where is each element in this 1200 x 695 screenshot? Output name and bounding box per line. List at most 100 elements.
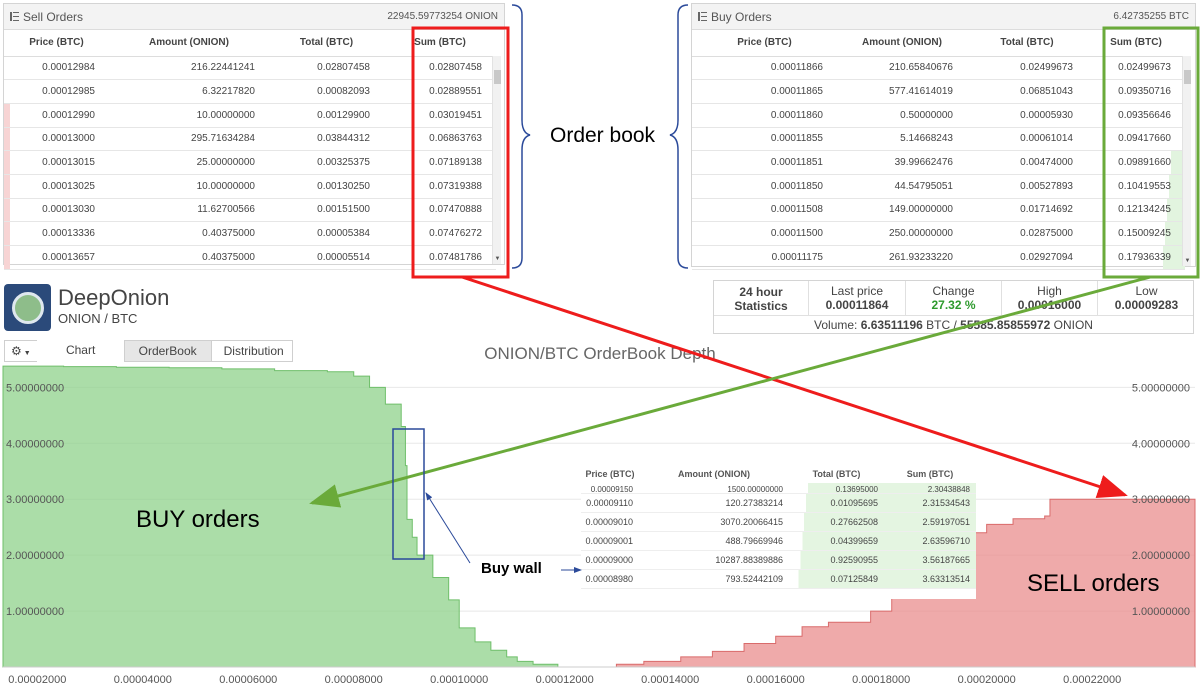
inset-row[interactable]: 0.00008980 793.52442109 0.07125849 3.633135… [581,569,976,589]
inset-row[interactable]: 0.00009000 10287.88389886 0.92590955 3.5618… [581,550,976,570]
chevron-down-icon: ▼ [21,350,31,357]
col-price: Price (BTC) [4,30,109,57]
volume-onion-unit: ONION [1053,318,1093,332]
scroll-down-icon[interactable]: ▼ [494,256,501,262]
amount-cell: 210.65840676 [837,56,967,81]
buy-orders-header: Buy Orders 6.42735255 BTC [692,4,1195,30]
total-cell: 0.00130250 [269,174,384,199]
sell-orders-label: SELL orders [1027,570,1160,597]
sell-order-row[interactable]: 0.00013015 25.00000000 0.00325375 0.0718913… [4,150,496,175]
sell-order-row[interactable]: 0.00013657 0.40375000 0.00005514 0.07481786 [4,245,496,270]
list-icon [10,12,19,21]
sum-cell: 0.07189138 [384,150,496,175]
x-tick-label: 0.00020000 [958,674,1016,686]
sell-order-row[interactable]: 0.00013030 11.62700566 0.00151500 0.0747088… [4,198,496,223]
inset-row[interactable]: 0.00009010 3070.20066415 0.27662508 2.59197… [581,512,976,532]
buy-order-row[interactable]: 0.00011866 210.65840676 0.02499673 0.024996… [692,56,1185,81]
total-cell: 0.04399659 [789,531,884,551]
y-tick-label-left: 3.00000000 [6,494,64,506]
sum-cell: 0.07481786 [384,245,496,270]
sell-order-row[interactable]: 0.00013000 295.71634284 0.03844312 0.068637… [4,127,496,152]
tab-distribution[interactable]: Distribution [210,340,293,362]
price-cell: 0.00011865 [692,79,837,104]
change-value: 27.32 % [931,298,976,312]
price-cell: 0.00009000 [581,550,639,570]
buy-order-row[interactable]: 0.00011508 149.00000000 0.01714692 0.121342… [692,198,1185,223]
x-tick-label: 0.00012000 [536,674,594,686]
price-cell: 0.00009001 [581,531,639,551]
stats-panel: 24 hour Statistics Last price 0.00011864… [713,280,1194,334]
price-cell: 0.00011855 [692,127,837,152]
bracket-right [669,4,689,269]
sell-order-row[interactable]: 0.00013336 0.40375000 0.00005384 0.07476272 [4,221,496,246]
buy-order-row[interactable]: 0.00011860 0.50000000 0.00005930 0.09356646 [692,103,1185,128]
x-tick-label: 0.00022000 [1063,674,1121,686]
buy-order-row[interactable]: 0.00011851 39.99662476 0.00474000 0.0989166… [692,150,1185,175]
buy-order-row[interactable]: 0.00011500 250.00000000 0.02875000 0.150092… [692,221,1185,246]
price-cell: 0.00013000 [4,127,109,152]
tab-orderbook[interactable]: OrderBook [123,340,212,362]
sell-order-row[interactable]: 0.00013025 10.00000000 0.00130250 0.0731938… [4,174,496,199]
buy-order-row[interactable]: 0.00011855 5.14668243 0.00061014 0.09417660 [692,127,1185,152]
y-tick-label-right: 2.00000000 [1132,550,1190,562]
buy-orders-table: Price (BTC) Amount (ONION) Total (BTC) S… [692,30,1185,270]
sum-cell: 0.02889551 [384,79,496,104]
price-cell: 0.00011851 [692,150,837,175]
amount-cell: 0.40375000 [109,245,269,270]
y-tick-label-right: 4.00000000 [1132,438,1190,450]
buy-order-row[interactable]: 0.00011865 577.41614019 0.06851043 0.093507… [692,79,1185,104]
y-tick-label-right: 5.00000000 [1132,382,1190,394]
x-tick-label: 0.00018000 [852,674,910,686]
volume-row: Volume: 6.63511196 BTC / 55585.85855972 … [714,315,1193,334]
sum-cell: 0.10419553 [1087,174,1185,199]
col-total: Total (BTC) [812,469,861,479]
buy-order-row[interactable]: 0.00011850 44.54795051 0.00527893 0.1041955… [692,174,1185,199]
sell-order-row[interactable]: 0.00012990 10.00000000 0.00129900 0.0301945… [4,103,496,128]
total-cell: 0.00005514 [269,245,384,270]
inset-row[interactable]: 0.00009150 1500.00000000 0.13695000 2.30438… [581,483,976,494]
amount-cell: 295.71634284 [109,127,269,152]
sum-cell: 0.02499673 [1087,56,1185,81]
scroll-down-icon[interactable]: ▼ [1184,258,1191,264]
buy-order-row[interactable]: 0.00011175 261.93233220 0.02927094 0.179363… [692,245,1185,270]
amount-cell: 25.00000000 [109,150,269,175]
y-tick-label-right: 3.00000000 [1132,494,1190,506]
price-cell: 0.00011500 [692,221,837,246]
x-tick-label: 0.00016000 [747,674,805,686]
x-tick-label: 0.00014000 [641,674,699,686]
amount-cell: 10.00000000 [109,103,269,128]
y-tick-label-right: 1.00000000 [1132,606,1190,618]
sell-orders-scrollbar[interactable]: ▼ [492,56,501,264]
low-value: 0.00009283 [1114,298,1179,312]
sell-orders-table: Price (BTC) Amount (ONION) Total (BTC) S… [4,30,496,270]
total-cell: 0.00061014 [967,127,1087,152]
brand-name: DeepOnion [58,285,170,310]
scroll-thumb[interactable] [494,70,501,84]
col-price: Price (BTC) [692,30,837,57]
inset-row[interactable]: 0.00009001 488.79669946 0.04399659 2.635967… [581,531,976,551]
buy-wall-label: Buy wall [481,560,542,577]
change-cell: Change 27.32 % [906,281,1002,315]
tab-chart[interactable]: Chart [36,340,125,362]
sum-cell: 0.09417660 [1087,127,1185,152]
total-cell: 0.92590955 [789,550,884,570]
total-cell: 0.01714692 [967,198,1087,223]
total-cell: 0.07125849 [789,569,884,589]
amount-cell: 11.62700566 [109,198,269,223]
amount-cell: 3070.20066415 [639,512,789,532]
total-cell: 0.00129900 [269,103,384,128]
sum-cell: 3.56187665 [884,550,976,570]
inset-row[interactable]: 0.00009110 120.27383214 0.01095695 2.315345… [581,493,976,513]
amount-cell: 488.79669946 [639,531,789,551]
x-tick-label: 0.00004000 [114,674,172,686]
sell-order-row[interactable]: 0.00012985 6.32217820 0.00082093 0.02889551 [4,79,496,104]
sum-cell: 3.63313514 [884,569,976,589]
buy-orders-title: Buy Orders [711,9,772,24]
scroll-thumb[interactable] [1184,70,1191,84]
sell-order-row[interactable]: 0.00012984 216.22441241 0.02807458 0.028074… [4,56,496,81]
x-tick-label: 0.00002000 [8,674,66,686]
buy-orders-scrollbar[interactable]: ▼ [1182,56,1191,266]
sum-cell: 0.15009245 [1087,221,1185,246]
col-total: Total (BTC) [269,30,384,57]
sum-cell: 0.09356646 [1087,103,1185,128]
